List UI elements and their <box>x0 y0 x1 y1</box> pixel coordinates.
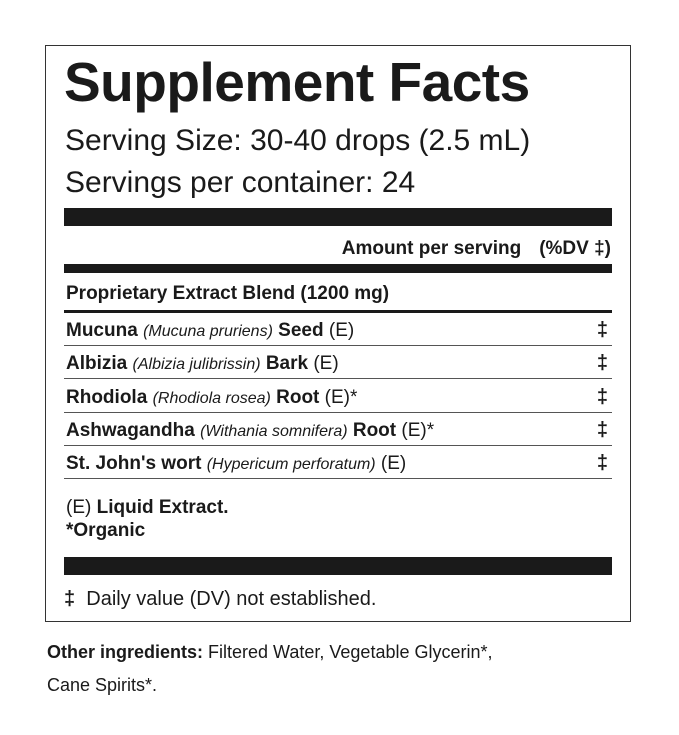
supplement-facts-panel <box>45 45 631 622</box>
double-dagger-icon: ‡ <box>64 588 76 610</box>
panel-title: Supplement Facts <box>64 51 530 113</box>
ingredient-name: Ashwagandha <box>66 419 195 441</box>
dv-note-text: Daily value (DV) not established. <box>86 588 377 610</box>
ingredient-dv: ‡ <box>596 352 608 375</box>
extract-note: (E) Liquid Extract. <box>66 497 229 519</box>
row-divider <box>64 444 612 446</box>
servings-per-container: Servings per container: 24 <box>65 166 416 199</box>
thick-divider <box>64 208 612 226</box>
ingredient-text: Mucuna (Mucuna pruriens) Seed (E) <box>66 320 354 342</box>
row-divider <box>64 345 612 346</box>
ingredient-row: Rhodiola (Rhodiola rosea) Root (E)* ‡ <box>66 381 610 414</box>
ingredient-row: Albizia (Albizia julibrissin) Bark (E) ‡ <box>66 347 610 380</box>
ingredient-row: Mucuna (Mucuna pruriens) Seed (E) ‡ <box>66 314 610 347</box>
other-ingredients-line1: Filtered Water, Vegetable Glycerin*, <box>208 642 493 662</box>
ingredient-text: Rhodiola (Rhodiola rosea) Root (E)* <box>66 387 357 409</box>
blend-label: Proprietary Extract Blend (1200 mg) <box>66 283 390 304</box>
ingredient-dv: ‡ <box>596 319 608 341</box>
ingredient-suffix: (E)* <box>324 386 358 408</box>
ingredient-dv: ‡ <box>596 418 608 441</box>
thick-divider-bottom <box>64 557 612 575</box>
other-ingredients-label: Other ingredients: <box>47 642 204 662</box>
ingredient-row: St. John's wort (Hypericum perforatum) (… <box>66 447 610 480</box>
ingredient-dv: ‡ <box>596 385 608 408</box>
ingredient-text: St. John's wort (Hypericum perforatum) (… <box>66 453 406 475</box>
ingredient-part: Root <box>276 386 320 408</box>
ingredient-part: Seed <box>278 320 324 341</box>
ingredient-latin: (Hypericum perforatum) <box>206 456 376 474</box>
serving-size: Serving Size: 30-40 drops (2.5 mL) <box>65 124 531 157</box>
medium-divider <box>64 264 612 273</box>
ingredient-part: Bark <box>265 353 309 375</box>
ingredient-dv: ‡ <box>596 452 608 475</box>
ingredient-row: Ashwagandha (Withania somnifera) Root (E… <box>66 414 610 447</box>
ingredient-suffix: (E) <box>380 453 407 475</box>
other-ingredients: Other ingredients: Filtered Water, Veget… <box>47 642 493 663</box>
organic-note: *Organic <box>66 520 146 541</box>
extract-label: Liquid Extract. <box>96 497 229 518</box>
ingredient-latin: (Mucuna pruriens) <box>143 323 273 340</box>
ingredient-name: Mucuna <box>66 320 138 341</box>
ingredient-latin: (Rhodiola rosea) <box>152 389 271 407</box>
amount-per-serving: Amount per serving <box>341 238 522 259</box>
row-divider <box>64 478 612 480</box>
dv-header: (%DV ‡) <box>539 238 611 259</box>
row-divider <box>64 378 612 380</box>
other-ingredients-line2: Cane Spirits*. <box>47 675 158 695</box>
ingredient-suffix: (E) <box>313 353 339 375</box>
extract-prefix: (E) <box>66 497 92 518</box>
amount-header: Amount per serving (%DV ‡) <box>342 238 611 260</box>
ingredient-text: Ashwagandha (Withania somnifera) Root (E… <box>66 420 434 442</box>
row-divider <box>64 411 612 413</box>
ingredient-name: Rhodiola <box>66 386 148 408</box>
blend-divider <box>64 310 612 313</box>
ingredient-name: Albizia <box>66 353 128 375</box>
ingredient-text: Albizia (Albizia julibrissin) Bark (E) <box>66 353 339 375</box>
ingredient-suffix: (E)* <box>401 419 435 441</box>
dv-note: ‡ Daily value (DV) not established. <box>64 588 376 611</box>
ingredient-name: St. John's wort <box>66 453 202 475</box>
ingredient-part: Root <box>352 419 397 441</box>
ingredient-suffix: (E) <box>328 320 355 341</box>
ingredient-latin: (Albizia julibrissin) <box>132 356 261 374</box>
ingredient-latin: (Withania somnifera) <box>200 422 348 440</box>
